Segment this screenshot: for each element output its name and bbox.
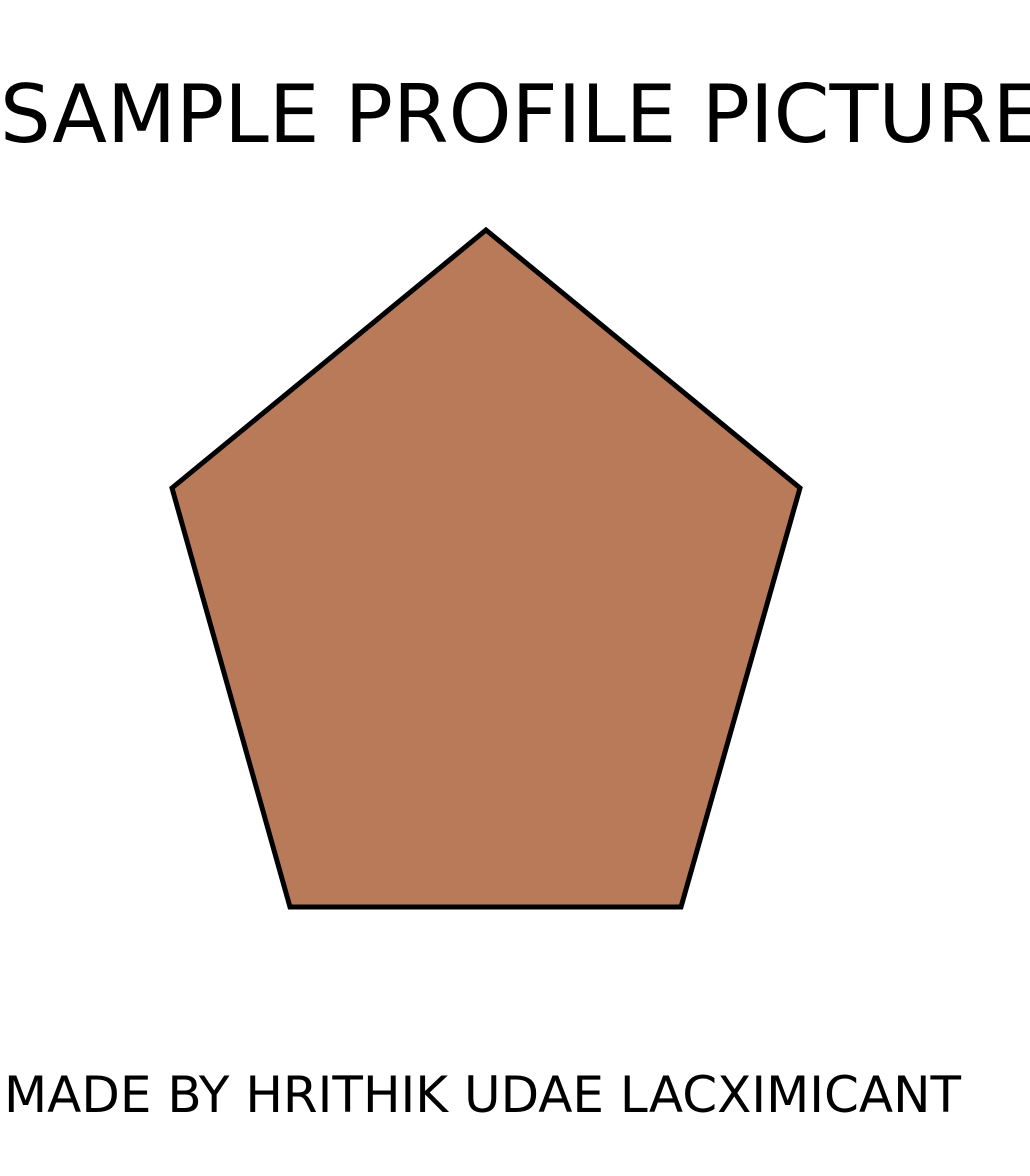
page-title: SAMPLE PROFILE PICTURE [0,68,1030,161]
pentagon-icon [169,226,803,910]
author-credit: MADE BY HRITHIK UDAE LACXIMICANT [4,1066,962,1124]
